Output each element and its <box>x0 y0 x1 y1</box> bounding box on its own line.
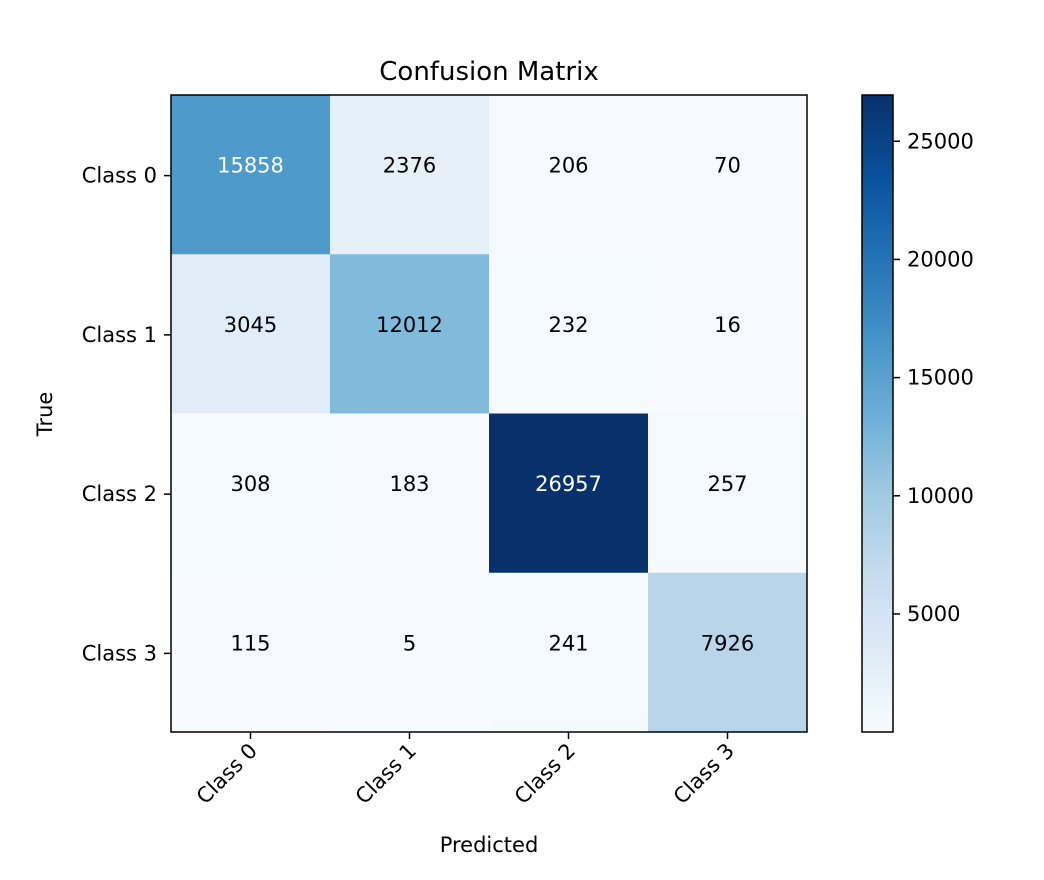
heatmap-cell <box>489 254 649 414</box>
cell-value-labels: 15858 2376 206 70 3045 12012 232 16 308 183 26957 2… <box>217 154 754 656</box>
cell-value-label: 308 <box>230 472 270 496</box>
heatmap-cell <box>171 254 331 414</box>
heatmap-cell <box>171 413 331 574</box>
chart-title: Confusion Matrix <box>379 57 598 87</box>
heatmap-cell <box>648 95 808 255</box>
heatmap-cell <box>489 572 649 733</box>
colorbar-tick-label: 5000 <box>907 602 960 626</box>
heatmap-cell <box>330 95 490 255</box>
colorbar-ticks: 5000 10000 15000 20000 25000 <box>893 129 974 626</box>
y-tick-label: Class 2 <box>82 482 157 506</box>
cell-value-label: 12012 <box>376 313 443 337</box>
cell-value-label: 115 <box>230 631 270 655</box>
heatmap-cell <box>330 572 490 733</box>
cell-value-label: 16 <box>714 313 741 337</box>
x-tick-label: Class 3 <box>669 739 739 809</box>
cell-value-label: 7926 <box>701 631 754 655</box>
colorbar-tick-label: 15000 <box>907 366 974 390</box>
y-tick-label: Class 3 <box>82 641 157 665</box>
heatmap-cell <box>648 254 808 414</box>
cell-value-label: 206 <box>548 154 588 178</box>
colorbar-frame <box>861 94 894 733</box>
colorbar-tick-label: 10000 <box>907 484 974 508</box>
y-axis-label: True <box>33 392 57 438</box>
colorbar-tick-label: 25000 <box>907 129 974 153</box>
x-axis-ticks: Class 0 Class 1 Class 2 Class 3 <box>192 732 739 809</box>
cell-value-label: 26957 <box>535 472 602 496</box>
colorbar: 5000 10000 15000 20000 25000 <box>861 94 974 733</box>
cell-value-label: 257 <box>707 472 747 496</box>
heatmap-cell <box>171 95 331 255</box>
heatmap-cell <box>489 95 649 255</box>
x-tick-label: Class 2 <box>510 739 580 809</box>
heatmap-cell <box>489 413 649 574</box>
cell-value-label: 232 <box>548 313 588 337</box>
heatmap-cell <box>171 572 331 733</box>
colorbar-tick-label: 20000 <box>907 247 974 271</box>
cell-value-label: 70 <box>714 154 741 178</box>
cell-value-label: 183 <box>389 472 429 496</box>
y-tick-label: Class 1 <box>82 323 157 347</box>
heatmap-cell <box>330 254 490 414</box>
colorbar-gradient <box>862 95 893 732</box>
cell-value-label: 241 <box>548 631 588 655</box>
cell-value-label: 5 <box>403 631 416 655</box>
heatmap-cell <box>648 572 808 733</box>
heatmap-cells <box>171 95 808 733</box>
x-axis-label: Predicted <box>440 833 539 857</box>
x-tick-label: Class 0 <box>192 739 262 809</box>
x-tick-label: Class 1 <box>351 739 421 809</box>
cell-value-label: 3045 <box>224 313 277 337</box>
y-axis-ticks: Class 0 Class 1 Class 2 Class 3 <box>82 164 171 665</box>
cell-value-label: 15858 <box>217 154 284 178</box>
cell-value-label: 2376 <box>383 154 436 178</box>
heatmap-cell <box>330 413 490 574</box>
plot-frame <box>170 94 808 733</box>
heatmap-cell <box>648 413 808 574</box>
y-tick-label: Class 0 <box>82 164 157 188</box>
